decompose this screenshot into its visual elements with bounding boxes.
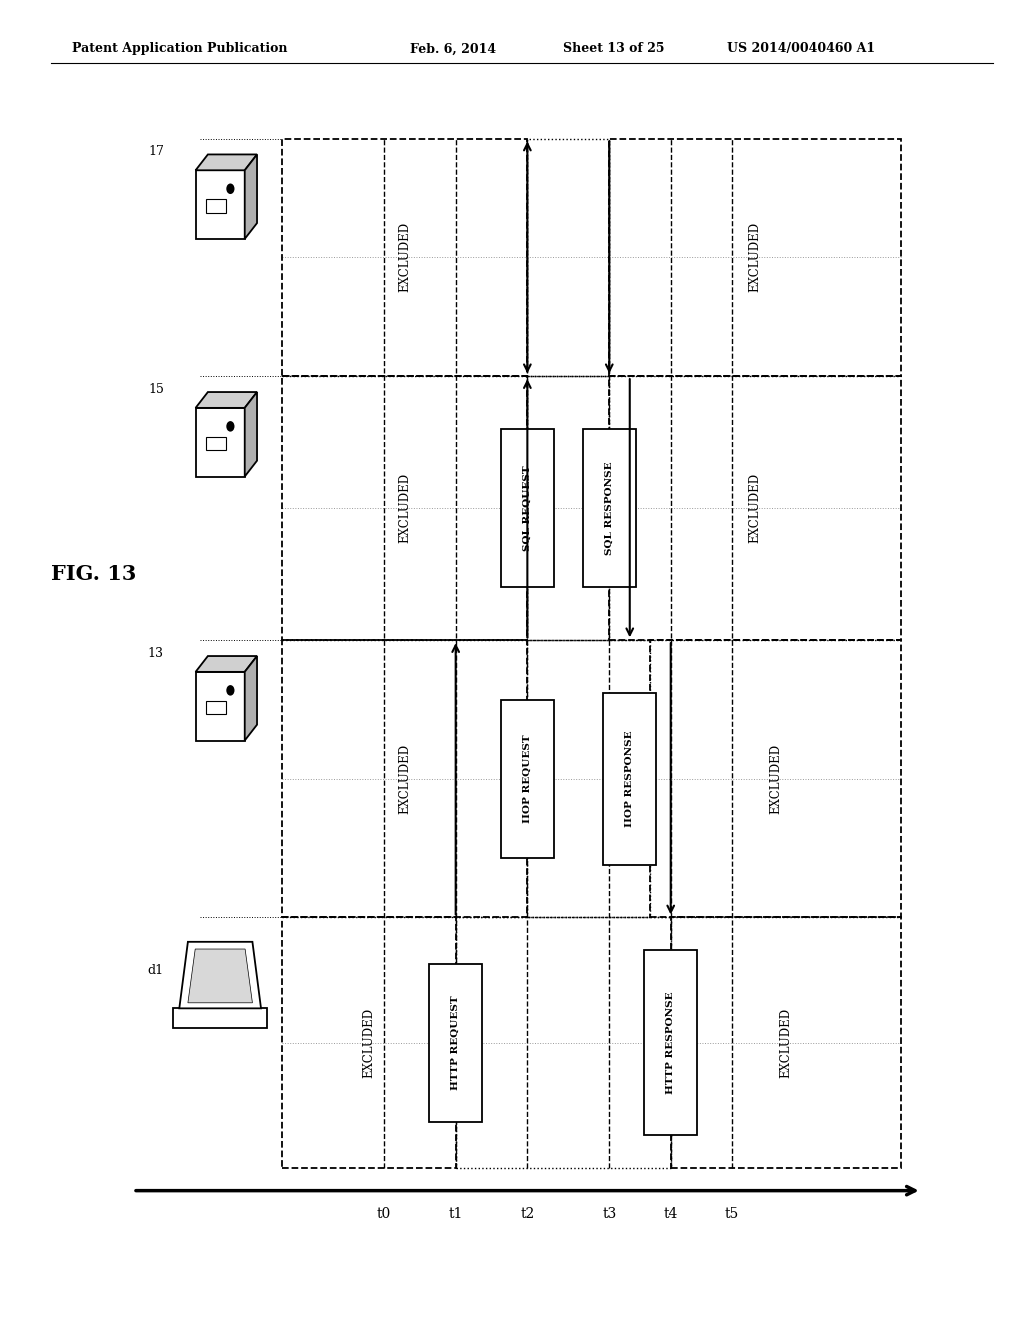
Bar <box>527 376 609 640</box>
Bar <box>501 700 554 858</box>
Text: t3: t3 <box>602 1208 616 1221</box>
Text: SQL RESPONSE: SQL RESPONSE <box>605 462 613 554</box>
Text: d1: d1 <box>147 964 164 977</box>
Bar <box>429 964 482 1122</box>
Bar <box>282 139 527 376</box>
Text: Patent Application Publication: Patent Application Publication <box>72 42 287 55</box>
Bar <box>527 139 609 376</box>
Text: EXCLUDED: EXCLUDED <box>398 743 411 814</box>
Text: t5: t5 <box>725 1208 739 1221</box>
Text: t0: t0 <box>377 1208 391 1221</box>
Text: 13: 13 <box>147 647 164 660</box>
Text: EXCLUDED: EXCLUDED <box>362 1007 375 1078</box>
Text: t4: t4 <box>664 1208 678 1221</box>
Text: t1: t1 <box>449 1208 463 1221</box>
Polygon shape <box>188 949 252 1003</box>
Bar <box>603 693 656 865</box>
Bar <box>583 429 636 587</box>
Circle shape <box>226 421 234 432</box>
Polygon shape <box>245 154 257 239</box>
Text: HTTP RESPONSE: HTTP RESPONSE <box>667 991 675 1094</box>
Circle shape <box>226 183 234 194</box>
Text: EXCLUDED: EXCLUDED <box>749 473 762 544</box>
Text: Feb. 6, 2014: Feb. 6, 2014 <box>410 42 496 55</box>
Circle shape <box>226 685 234 696</box>
Polygon shape <box>245 392 257 477</box>
Bar <box>196 672 245 741</box>
Text: SQL REQUEST: SQL REQUEST <box>523 466 531 550</box>
Text: EXCLUDED: EXCLUDED <box>779 1007 793 1078</box>
Text: 15: 15 <box>147 383 164 396</box>
Text: HTTP REQUEST: HTTP REQUEST <box>452 995 460 1090</box>
Text: EXCLUDED: EXCLUDED <box>769 743 782 814</box>
Bar <box>671 917 901 1168</box>
Bar <box>206 199 226 213</box>
Bar <box>456 917 671 1168</box>
Bar <box>527 640 650 917</box>
Polygon shape <box>196 656 257 672</box>
Bar <box>650 640 901 917</box>
Text: EXCLUDED: EXCLUDED <box>398 222 411 293</box>
Polygon shape <box>245 656 257 741</box>
Text: t2: t2 <box>520 1208 535 1221</box>
Bar <box>609 376 901 640</box>
Bar <box>196 170 245 239</box>
Text: FIG. 13: FIG. 13 <box>51 564 136 585</box>
Text: Sheet 13 of 25: Sheet 13 of 25 <box>563 42 665 55</box>
Bar <box>609 139 901 376</box>
Bar <box>501 429 554 587</box>
Bar <box>196 408 245 477</box>
Polygon shape <box>179 942 261 1008</box>
Text: IIOP RESPONSE: IIOP RESPONSE <box>626 730 634 828</box>
Text: IIOP REQUEST: IIOP REQUEST <box>523 734 531 824</box>
Bar <box>173 1008 267 1028</box>
Text: 17: 17 <box>147 145 164 158</box>
Text: EXCLUDED: EXCLUDED <box>398 473 411 544</box>
Bar <box>644 950 697 1135</box>
Bar <box>206 701 226 714</box>
Text: EXCLUDED: EXCLUDED <box>749 222 762 293</box>
Text: US 2014/0040460 A1: US 2014/0040460 A1 <box>727 42 876 55</box>
Bar <box>206 437 226 450</box>
Polygon shape <box>196 154 257 170</box>
Bar <box>282 917 456 1168</box>
Polygon shape <box>196 392 257 408</box>
Bar <box>282 376 527 640</box>
Bar <box>282 640 527 917</box>
